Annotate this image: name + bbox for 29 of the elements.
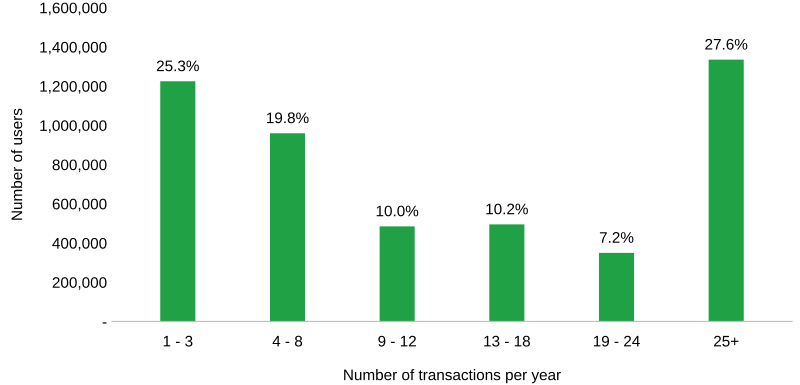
annotation: 27.6% [705, 38, 748, 50]
x-axis-title: Number of transactions per year [344, 369, 561, 384]
x-tick-label: 1 - 3 [164, 336, 192, 347]
y-tick-label: 1,400,000 [40, 42, 107, 54]
annotation: 10.2% [486, 204, 528, 214]
bar [160, 81, 196, 322]
annotation: 7.2% [600, 232, 634, 243]
x-tick-label: 25+ [714, 336, 738, 347]
y-tick-label: 800,000 [52, 159, 107, 172]
x-tick-label: 13 - 18 [484, 336, 530, 347]
y-tick-label: 400,000 [52, 238, 107, 251]
annotation: 25.3% [156, 60, 199, 72]
y-tick-label: 1,600,000 [40, 2, 107, 16]
y-tick-label: 600,000 [52, 198, 107, 212]
bar [598, 252, 634, 322]
bar [380, 226, 415, 322]
y-tick-label: - [102, 322, 106, 324]
annotation: 19.8% [266, 112, 309, 124]
x-tick-label: 4 - 8 [272, 336, 302, 347]
bar [270, 133, 306, 322]
y-tick-label: 200,000 [52, 277, 107, 290]
bar [708, 60, 744, 322]
x-tick-label: 9 - 12 [378, 336, 416, 347]
y-tick-label: 1,000,000 [40, 120, 107, 133]
y-tick-label: 1,200,000 [40, 81, 107, 94]
y-axis-title: Number of users [11, 108, 22, 220]
bar [489, 224, 524, 322]
x-tick-label: 19 - 24 [594, 336, 640, 347]
annotation: 10.0% [376, 206, 418, 216]
